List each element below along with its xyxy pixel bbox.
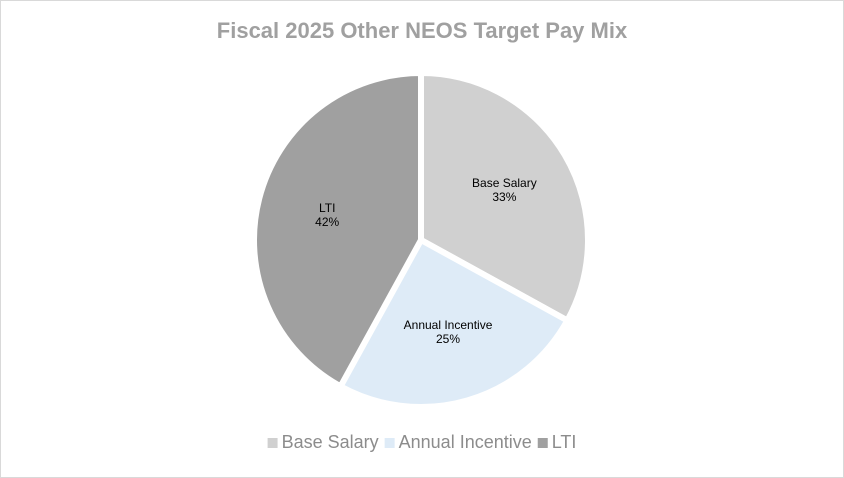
legend-label: Base Salary <box>282 432 379 452</box>
slice-category-label: LTI <box>319 201 335 215</box>
legend-label: Annual Incentive <box>399 432 532 452</box>
slice-value-label: 33% <box>492 190 516 204</box>
slice-value-label: 25% <box>436 332 460 346</box>
slice-category-label: Annual Incentive <box>404 318 493 332</box>
legend-item: Annual Incentive <box>384 432 532 452</box>
legend-item: Base Salary <box>267 432 379 452</box>
legend-label: LTI <box>552 432 577 452</box>
pie-slice <box>418 70 591 324</box>
legend-item: LTI <box>537 432 577 452</box>
pie-slice <box>337 237 571 410</box>
legend-swatch <box>267 438 278 448</box>
slice-value-label: 42% <box>315 215 339 229</box>
legend: Base Salary Annual Incentive LTI <box>267 432 577 452</box>
chart-title: Fiscal 2025 Other NEOS Target Pay Mix <box>217 18 628 43</box>
pie-slice <box>251 70 424 390</box>
legend-swatch <box>384 438 395 448</box>
slice-category-label: Base Salary <box>472 176 537 190</box>
legend-swatch <box>537 438 548 448</box>
